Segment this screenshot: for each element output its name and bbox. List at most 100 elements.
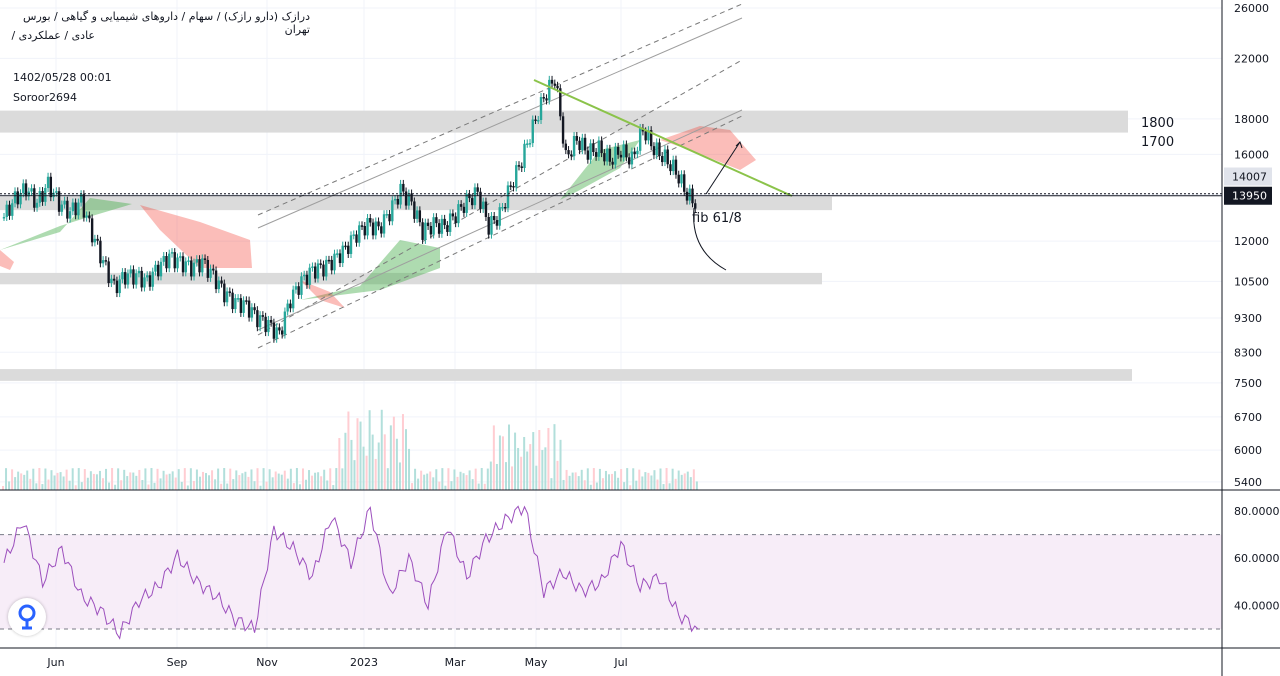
candle-body [669, 164, 672, 172]
volume-bar [286, 478, 289, 490]
volume-bar [201, 471, 204, 490]
candle-body [498, 207, 501, 226]
candle-body [649, 130, 653, 147]
candle-body [509, 185, 512, 187]
candle-body [157, 264, 160, 277]
volume-bar [368, 410, 371, 490]
volume-bar [23, 474, 26, 490]
volume-bar [317, 472, 320, 490]
candle-body [99, 240, 102, 264]
volume-bar [462, 473, 465, 490]
volume-bar [147, 484, 150, 490]
candle-body [399, 183, 402, 205]
candle-body [437, 223, 441, 234]
candle-body [154, 264, 157, 272]
tradingview-logo-icon[interactable] [8, 598, 46, 636]
candle-body [71, 202, 75, 212]
volume-bar [638, 469, 641, 490]
candle-body [636, 150, 639, 155]
candle-body [336, 253, 339, 255]
candle-body [258, 315, 262, 328]
volume-bar [98, 470, 101, 490]
volume-bar [365, 455, 368, 490]
ichimoku-cloud-bearish [0, 250, 14, 270]
volume-bar [105, 468, 108, 490]
candle-body [578, 140, 581, 151]
candle-body [264, 316, 267, 333]
candle-body [413, 201, 416, 219]
volume-bar [274, 471, 277, 490]
volume-bar [577, 476, 580, 490]
candle-body [542, 97, 545, 99]
current-price-label-box [1224, 167, 1272, 186]
candle-body [564, 143, 568, 151]
volume-bar [580, 469, 583, 490]
volume-bar [211, 470, 214, 490]
volume-bar [620, 469, 623, 490]
candle-body [247, 300, 251, 318]
candle-body [110, 278, 113, 284]
price-tick-label: 22000 [1234, 52, 1269, 65]
candle-body [567, 150, 570, 155]
candle-body [473, 187, 477, 206]
candle-body [278, 327, 281, 331]
candle-body [349, 235, 353, 254]
candle-body [201, 258, 204, 273]
volume-bar [168, 473, 171, 490]
volume-bar [623, 482, 626, 490]
volume-bar [347, 411, 350, 490]
volume-bar [486, 468, 489, 490]
volume-bar [550, 478, 553, 490]
candle-body [143, 277, 146, 288]
volume-bar [92, 473, 95, 490]
volume-bar [565, 469, 568, 490]
candle-body [415, 210, 419, 219]
volume-bar [553, 424, 556, 490]
candle-body [537, 119, 540, 122]
volume-bar [465, 475, 468, 490]
volume-bar [271, 477, 274, 490]
candle-body [366, 218, 369, 236]
volume-bar [350, 439, 353, 490]
candle-body [393, 198, 397, 201]
candle-body [319, 263, 322, 265]
candle-body [404, 191, 408, 206]
candle-body [470, 198, 474, 206]
volume-bar [101, 478, 104, 490]
candle-body [90, 218, 94, 243]
candle-body [297, 286, 300, 295]
candle-body [146, 275, 149, 278]
volume-bar [217, 468, 220, 490]
rsi-tick-label: 60.0000 [1234, 552, 1280, 565]
candle-body [534, 119, 537, 122]
volume-bar [483, 483, 486, 490]
volume-bar [62, 476, 65, 490]
candle-body [594, 152, 598, 157]
volume-bar [59, 472, 62, 490]
volume-bar [226, 483, 229, 490]
candle-body [570, 154, 573, 157]
candle-body [107, 261, 110, 284]
time-tick-label: Sep [167, 656, 188, 669]
volume-bar [292, 483, 295, 490]
volume-bar [532, 432, 535, 490]
candle-body [93, 238, 97, 243]
candle-body [638, 127, 642, 151]
volume-bar [432, 477, 435, 490]
ichimoku-cloud-bearish [300, 280, 345, 308]
volume-bar [150, 468, 153, 490]
ichimoku-cloud-bullish [300, 240, 440, 300]
candle-body [267, 319, 270, 333]
volume-bar [20, 473, 23, 490]
volume-bar [459, 471, 462, 490]
volume-bar [674, 478, 677, 490]
candle-body [225, 291, 229, 303]
volume-bar [129, 472, 132, 490]
candle-body [38, 191, 42, 203]
volume-bar [159, 478, 162, 490]
volume-bar [556, 460, 559, 490]
volume-bar [653, 470, 656, 490]
candle-body [74, 202, 77, 216]
volume-bar [308, 470, 311, 490]
